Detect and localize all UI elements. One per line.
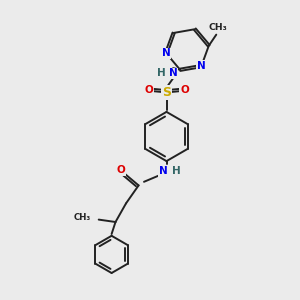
- Text: N: N: [162, 48, 171, 58]
- Text: O: O: [144, 85, 153, 95]
- Text: N: N: [169, 68, 178, 79]
- Text: N: N: [197, 61, 206, 71]
- Text: O: O: [117, 165, 126, 176]
- Text: CH₃: CH₃: [208, 23, 227, 32]
- Text: O: O: [180, 85, 189, 95]
- Text: S: S: [162, 86, 171, 99]
- Text: CH₃: CH₃: [73, 213, 91, 222]
- Text: N: N: [158, 166, 167, 176]
- Text: H: H: [157, 68, 166, 79]
- Text: H: H: [172, 166, 181, 176]
